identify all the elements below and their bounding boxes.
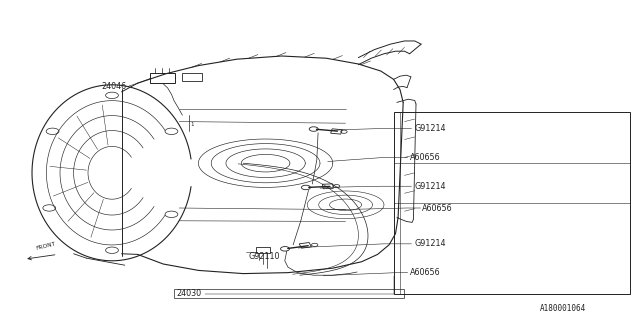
- Text: G92110: G92110: [248, 252, 280, 261]
- Text: G91214: G91214: [415, 124, 446, 133]
- Bar: [150, 73, 175, 83]
- Text: A60656: A60656: [410, 153, 440, 162]
- Text: G91214: G91214: [415, 182, 446, 191]
- Text: FRONT: FRONT: [35, 242, 56, 251]
- Bar: [323, 184, 333, 189]
- Text: A60656: A60656: [422, 204, 453, 212]
- Bar: [256, 247, 270, 253]
- Text: A180001064: A180001064: [540, 304, 586, 313]
- Text: A60656: A60656: [410, 268, 440, 277]
- Text: 24046: 24046: [101, 82, 126, 91]
- Bar: [331, 129, 342, 134]
- Bar: [394, 112, 630, 294]
- Bar: [300, 243, 312, 248]
- Bar: [182, 73, 202, 81]
- Text: 24030: 24030: [176, 289, 201, 298]
- Text: 1: 1: [191, 123, 194, 127]
- Text: G91214: G91214: [415, 239, 446, 248]
- Bar: [174, 289, 404, 298]
